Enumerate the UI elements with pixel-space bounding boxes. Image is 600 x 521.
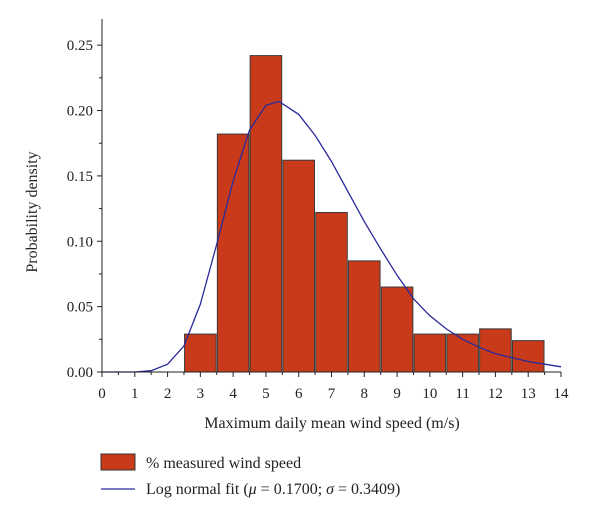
y-tick-label: 0.00 [67, 365, 93, 381]
histogram-bar [479, 328, 512, 373]
x-tick-label: 6 [295, 386, 303, 402]
histogram-bar [413, 333, 447, 373]
x-tick-label: 8 [361, 386, 369, 402]
histogram-bar [282, 159, 316, 373]
histogram-bar [315, 211, 348, 373]
x-tick-label: 10 [422, 386, 437, 402]
y-tick-label: 0.20 [67, 104, 93, 120]
y-axis-title: Probability density [24, 151, 41, 272]
x-tick-label: 2 [164, 386, 172, 402]
legend-label-measured: % measured wind speed [146, 455, 301, 472]
legend-label-fit: Log normal fit (μ = 0.1700; σ = 0.3409) [146, 481, 400, 498]
histogram-bar [446, 333, 479, 373]
x-tick-label: 5 [262, 386, 270, 402]
y-tick-label: 0.10 [67, 234, 93, 250]
y-tick-label: 0.25 [67, 38, 93, 54]
y-tick-label: 0.15 [67, 169, 93, 185]
log-normal-fit-line [102, 100, 562, 373]
x-tick-label: 12 [488, 386, 503, 402]
histogram-bar [347, 260, 381, 373]
histogram-bar [184, 333, 217, 373]
histogram-bar [380, 286, 414, 373]
y-tick-label: 0.05 [67, 300, 93, 316]
x-tick-label: 3 [197, 386, 205, 402]
legend-swatch-measured [100, 453, 136, 471]
legend: % measured wind speed Log normal fit (μ … [100, 453, 400, 498]
x-axis-title: Maximum daily mean wind speed (m/s) [204, 415, 460, 432]
x-tick-label: 7 [328, 386, 336, 402]
histogram-bar [216, 133, 250, 373]
x-tick-label: 13 [521, 386, 536, 402]
axes-layer: 0.000.050.100.150.200.250 1 2 3 4 5 6 7 8 9 10 11 12… [67, 19, 569, 402]
histogram-bar [511, 340, 545, 373]
x-tick-label: 14 [554, 386, 570, 402]
x-tick-label: 0 [98, 386, 106, 402]
x-tick-label: 9 [393, 386, 401, 402]
x-tick-label: 4 [229, 386, 237, 402]
bars-layer [184, 55, 545, 373]
x-tick-label: 11 [455, 386, 469, 402]
histogram-bar [249, 55, 283, 373]
x-tick-label: 1 [131, 386, 139, 402]
